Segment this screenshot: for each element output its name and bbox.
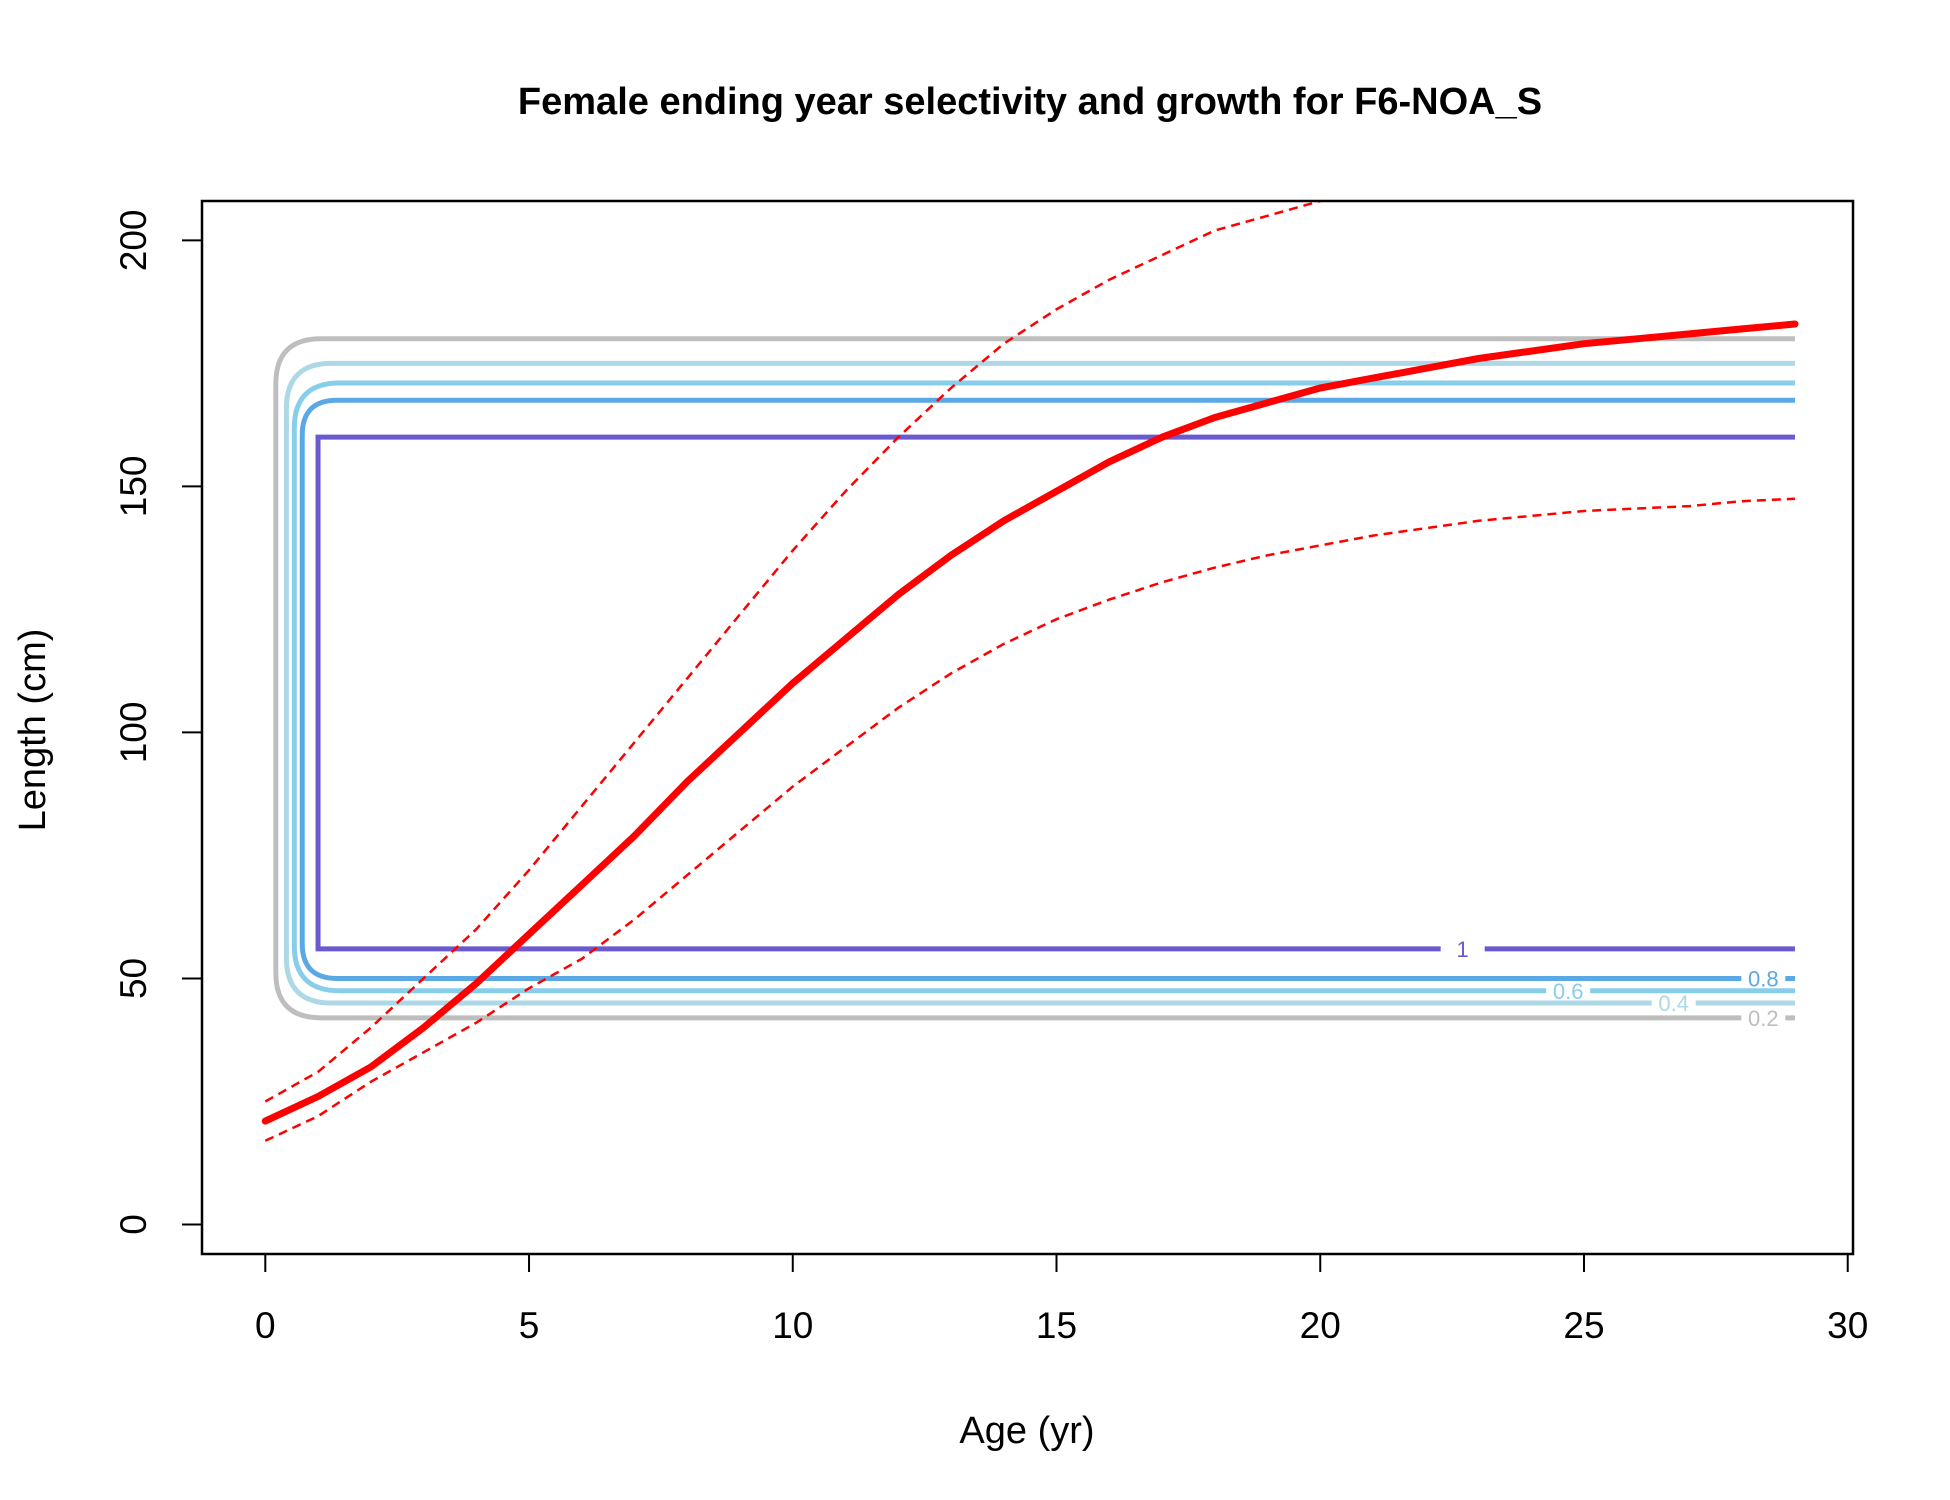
selectivity-contour-0-6 (291, 380, 1795, 994)
x-tick-label: 10 (772, 1305, 813, 1346)
selectivity-contours (273, 336, 1795, 1021)
selectivity-contour-0-4 (283, 360, 1795, 1006)
contour-label-gap (1546, 984, 1591, 997)
x-tick-label: 5 (519, 1305, 540, 1346)
selectivity-contour-1 (315, 431, 1795, 952)
contour-label-gap (1440, 942, 1485, 955)
x-axis-label: Age (yr) (959, 1410, 1094, 1452)
contour-label-gap (1651, 997, 1696, 1010)
contour-label-0-2: 0.2 (1748, 1006, 1779, 1031)
contour-label-0-6: 0.6 (1553, 979, 1584, 1004)
x-tick-label: 30 (1827, 1305, 1868, 1346)
y-axis: 0 50 100 150 200 (113, 209, 203, 1235)
selectivity-contour-0-2 (273, 336, 1795, 1021)
plot-frame (200, 199, 1855, 1256)
y-tick-label: 0 (113, 1214, 154, 1235)
chart-title: Female ending year selectivity and growt… (518, 81, 1542, 123)
growth-curves (261, 201, 1799, 1142)
growth-mean-line (261, 320, 1799, 1125)
x-tick-label: 25 (1563, 1305, 1604, 1346)
y-tick-label: 100 (113, 702, 154, 764)
x-tick-label: 15 (1036, 1305, 1077, 1346)
y-tick-label: 150 (113, 456, 154, 518)
y-tick-label: 200 (113, 209, 154, 271)
x-axis: 0 5 10 15 20 25 30 (255, 1253, 1868, 1346)
growth-upper-ci-line (264, 201, 1325, 1103)
y-axis-label: Length (cm) (12, 629, 54, 832)
growth-lower-ci-line (264, 497, 1796, 1142)
contour-label-gap (1741, 972, 1786, 985)
contour-label-1: 1 (1457, 937, 1469, 962)
contour-label-0-4: 0.4 (1658, 991, 1689, 1016)
contour-labels: 0.2 0.4 0.6 0.8 1 (1440, 937, 1786, 1031)
x-tick-label: 0 (255, 1305, 276, 1346)
y-tick-label: 50 (113, 958, 154, 999)
contour-label-gap (1741, 1011, 1786, 1024)
contour-label-0-8: 0.8 (1748, 966, 1779, 991)
x-tick-label: 20 (1300, 1305, 1341, 1346)
selectivity-contour-0-8 (299, 397, 1795, 981)
